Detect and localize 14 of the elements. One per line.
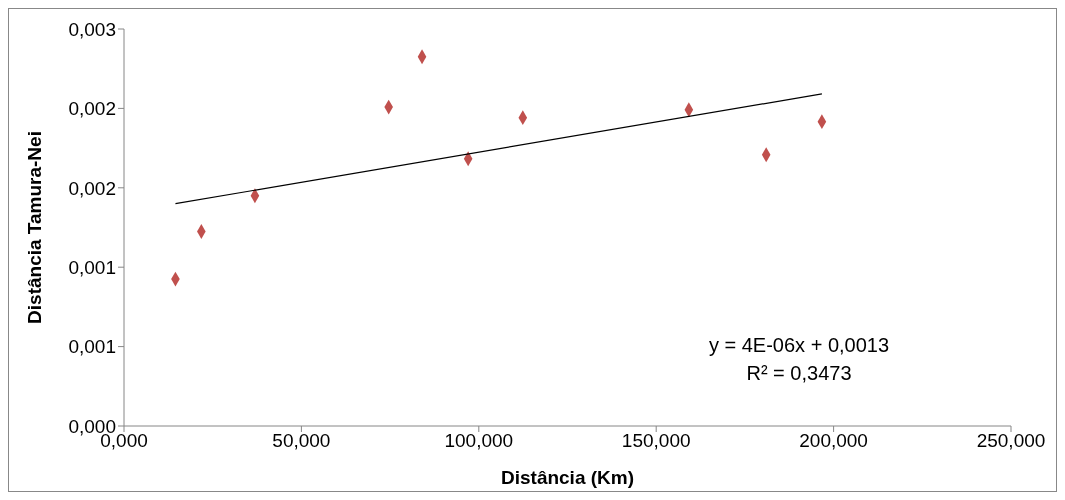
x-tick-label: 100,000 (444, 430, 514, 452)
x-tick-label: 200,000 (799, 430, 868, 452)
y-tick-label: 0,001 (68, 256, 116, 278)
annotation: y = 4E-06x + 0,0013 (707, 333, 891, 358)
annotation: R² = 0,3473 (745, 361, 853, 386)
y-tick-label: 0,002 (68, 98, 116, 120)
x-tick-label: 50,000 (272, 430, 331, 452)
y-axis-title: Distância Tamura-Nei (23, 131, 45, 324)
y-tick-label: 0,003 (68, 18, 116, 40)
x-tick-label: 150,000 (621, 430, 691, 452)
y-tick-label: 0,001 (68, 336, 116, 358)
x-axis-title: Distância (Km) (500, 467, 635, 488)
x-tick-label: 250,000 (976, 430, 1046, 452)
y-tick-label: 0,002 (68, 177, 116, 199)
